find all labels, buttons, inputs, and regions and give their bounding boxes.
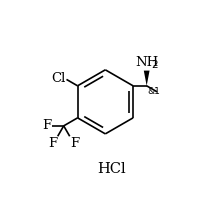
Polygon shape <box>144 71 150 86</box>
Text: HCl: HCl <box>97 162 126 176</box>
Text: 2: 2 <box>152 60 158 70</box>
Text: &1: &1 <box>148 87 160 96</box>
Text: F: F <box>48 137 57 150</box>
Text: NH: NH <box>135 56 158 69</box>
Text: Cl: Cl <box>51 72 66 85</box>
Text: F: F <box>42 119 51 132</box>
Text: F: F <box>70 137 79 150</box>
